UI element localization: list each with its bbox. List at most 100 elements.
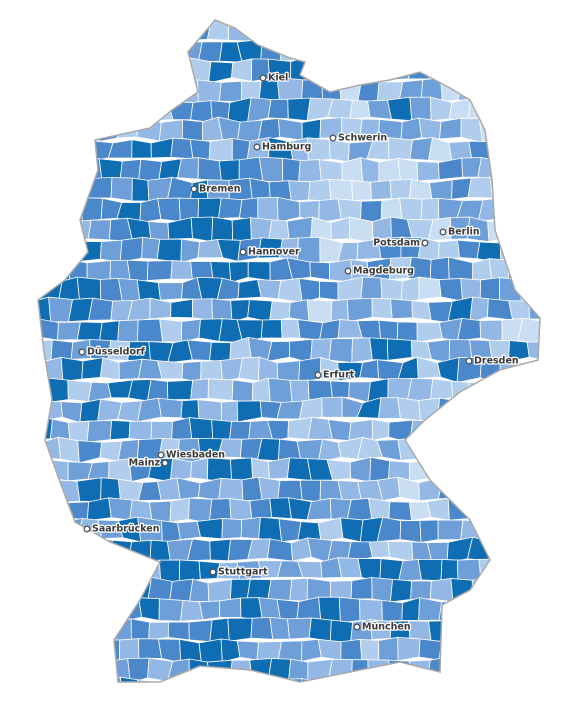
- district: [228, 261, 249, 283]
- district: [477, 637, 502, 663]
- district: [548, 260, 568, 282]
- district: [448, 61, 473, 83]
- district: [447, 20, 471, 44]
- district: [307, 20, 328, 41]
- district: [308, 178, 332, 202]
- district: [289, 379, 310, 404]
- city-label: Bremen: [199, 184, 241, 195]
- city-label: Kiel: [268, 73, 288, 84]
- district: [157, 282, 184, 301]
- district: [306, 299, 333, 324]
- district: [460, 597, 481, 624]
- district: [439, 117, 462, 140]
- district: [351, 337, 373, 363]
- district: [548, 19, 571, 40]
- district: [118, 76, 142, 102]
- district: [399, 197, 423, 223]
- district: [190, 378, 209, 400]
- district: [166, 176, 193, 201]
- district: [489, 97, 510, 123]
- district: [359, 638, 380, 663]
- city-marker: [353, 623, 361, 631]
- district: [39, 236, 63, 263]
- district: [467, 176, 494, 199]
- district: [47, 539, 74, 562]
- district: [489, 458, 512, 483]
- district: [309, 261, 330, 281]
- district: [316, 681, 343, 682]
- district: [38, 377, 49, 404]
- district: [167, 217, 193, 240]
- district: [39, 479, 61, 504]
- district: [130, 618, 150, 642]
- district: [368, 540, 391, 558]
- district: [526, 60, 540, 80]
- district: [57, 560, 84, 582]
- district: [399, 520, 422, 543]
- district: [400, 117, 423, 143]
- district: [218, 477, 244, 501]
- district: [378, 636, 399, 662]
- district: [429, 578, 454, 603]
- district: [539, 639, 540, 664]
- district: [319, 280, 339, 301]
- district: [517, 678, 540, 682]
- district: [397, 356, 419, 382]
- district: [490, 656, 512, 682]
- district: [327, 418, 352, 442]
- district: [39, 79, 61, 102]
- district: [66, 20, 94, 40]
- district: [209, 341, 232, 363]
- district: [360, 680, 382, 682]
- district: [489, 418, 511, 441]
- district: [320, 20, 340, 24]
- district: [288, 299, 310, 322]
- district: [548, 182, 570, 202]
- district: [338, 680, 362, 682]
- district: [476, 20, 502, 23]
- district: [38, 20, 52, 41]
- district: [158, 598, 184, 622]
- city-label: Düsseldorf: [87, 347, 146, 358]
- district: [359, 359, 380, 380]
- district: [348, 216, 374, 244]
- district: [238, 356, 260, 382]
- district: [276, 196, 301, 223]
- district: [549, 619, 573, 641]
- district: [38, 339, 53, 361]
- district: [540, 680, 561, 702]
- district: [478, 117, 503, 144]
- district: [417, 559, 443, 582]
- city-marker: [344, 267, 352, 275]
- district: [349, 456, 372, 483]
- district: [477, 437, 500, 462]
- district: [86, 260, 111, 281]
- district: [60, 401, 83, 424]
- district: [69, 618, 89, 644]
- district: [448, 421, 473, 443]
- district: [548, 379, 571, 400]
- district: [389, 578, 413, 603]
- district: [470, 56, 493, 84]
- district: [350, 577, 373, 600]
- district: [490, 497, 512, 519]
- district: [42, 157, 61, 184]
- district: [496, 558, 524, 584]
- district: [197, 41, 223, 63]
- district: [109, 420, 131, 441]
- district: [267, 98, 289, 120]
- district: [328, 178, 353, 202]
- district: [498, 277, 523, 303]
- district: [150, 137, 174, 159]
- district: [87, 381, 112, 403]
- district: [60, 197, 83, 222]
- district: [138, 76, 161, 101]
- district: [446, 656, 472, 681]
- district: [246, 578, 272, 601]
- district: [280, 319, 301, 339]
- district: [521, 559, 540, 582]
- district: [552, 581, 572, 599]
- district: [100, 80, 121, 102]
- district: [498, 160, 524, 181]
- district: [367, 20, 393, 43]
